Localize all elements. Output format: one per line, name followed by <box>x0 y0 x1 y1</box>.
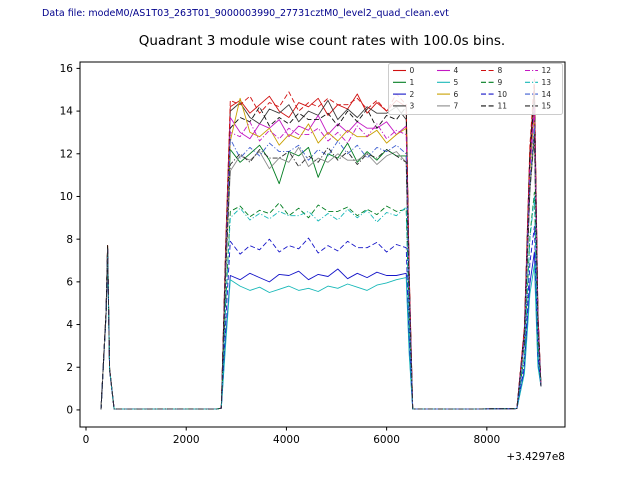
y-tick-label: 12 <box>60 148 73 160</box>
series-line-13 <box>100 196 542 410</box>
series-line-12 <box>100 108 542 410</box>
x-tick-label: 0 <box>83 434 90 446</box>
series-line-4 <box>100 102 542 410</box>
legend-label-3: 3 <box>410 102 415 111</box>
series-line-9 <box>100 191 542 410</box>
y-tick-label: 2 <box>66 362 73 374</box>
y-tick-label: 4 <box>66 319 73 331</box>
legend-label-11: 11 <box>498 102 508 111</box>
series-line-8 <box>100 78 542 410</box>
y-tick-label: 10 <box>60 191 73 203</box>
series-line-14 <box>100 125 542 410</box>
legend-label-4: 4 <box>454 66 459 75</box>
legend-label-9: 9 <box>498 78 503 87</box>
legend-box <box>388 63 563 115</box>
legend-label-10: 10 <box>498 90 508 99</box>
y-tick-label: 14 <box>60 106 74 118</box>
series-line-6 <box>100 97 542 410</box>
series-line-7 <box>100 136 542 410</box>
legend-label-8: 8 <box>498 66 503 75</box>
legend-label-6: 6 <box>454 90 459 99</box>
legend-label-12: 12 <box>542 66 552 75</box>
chart-title: Quadrant 3 module wise count rates with … <box>139 33 505 49</box>
legend-label-15: 15 <box>542 102 552 111</box>
series-line-11 <box>100 93 542 410</box>
x-tick-label: 2000 <box>173 434 200 446</box>
series-line-10 <box>100 225 542 410</box>
legend-label-2: 2 <box>410 90 415 99</box>
x-axis-offset-label: +3.4297e8 <box>506 451 565 463</box>
y-tick-label: 16 <box>60 63 74 75</box>
series-line-15 <box>100 134 542 410</box>
legend-label-5: 5 <box>454 78 459 87</box>
series-line-1 <box>100 131 542 410</box>
y-tick-label: 6 <box>66 276 73 288</box>
series-line-3 <box>100 89 542 410</box>
series-line-0 <box>100 85 542 410</box>
series-line-5 <box>100 249 542 410</box>
series-lines <box>100 78 542 410</box>
data-file-label: Data file: modeM0/AS1T03_263T01_90000039… <box>42 8 449 19</box>
x-tick-label: 4000 <box>273 434 300 446</box>
plot-border <box>79 61 566 428</box>
series-line-2 <box>100 249 542 410</box>
legend-label-14: 14 <box>542 90 552 99</box>
x-tick-label: 8000 <box>473 434 500 446</box>
legend-label-13: 13 <box>542 78 552 87</box>
y-tick-label: 8 <box>66 234 73 246</box>
x-tick-label: 6000 <box>373 434 400 446</box>
legend-label-1: 1 <box>410 78 415 87</box>
legend-label-7: 7 <box>454 102 459 111</box>
y-tick-label: 0 <box>66 405 73 417</box>
legend-label-0: 0 <box>410 66 415 75</box>
